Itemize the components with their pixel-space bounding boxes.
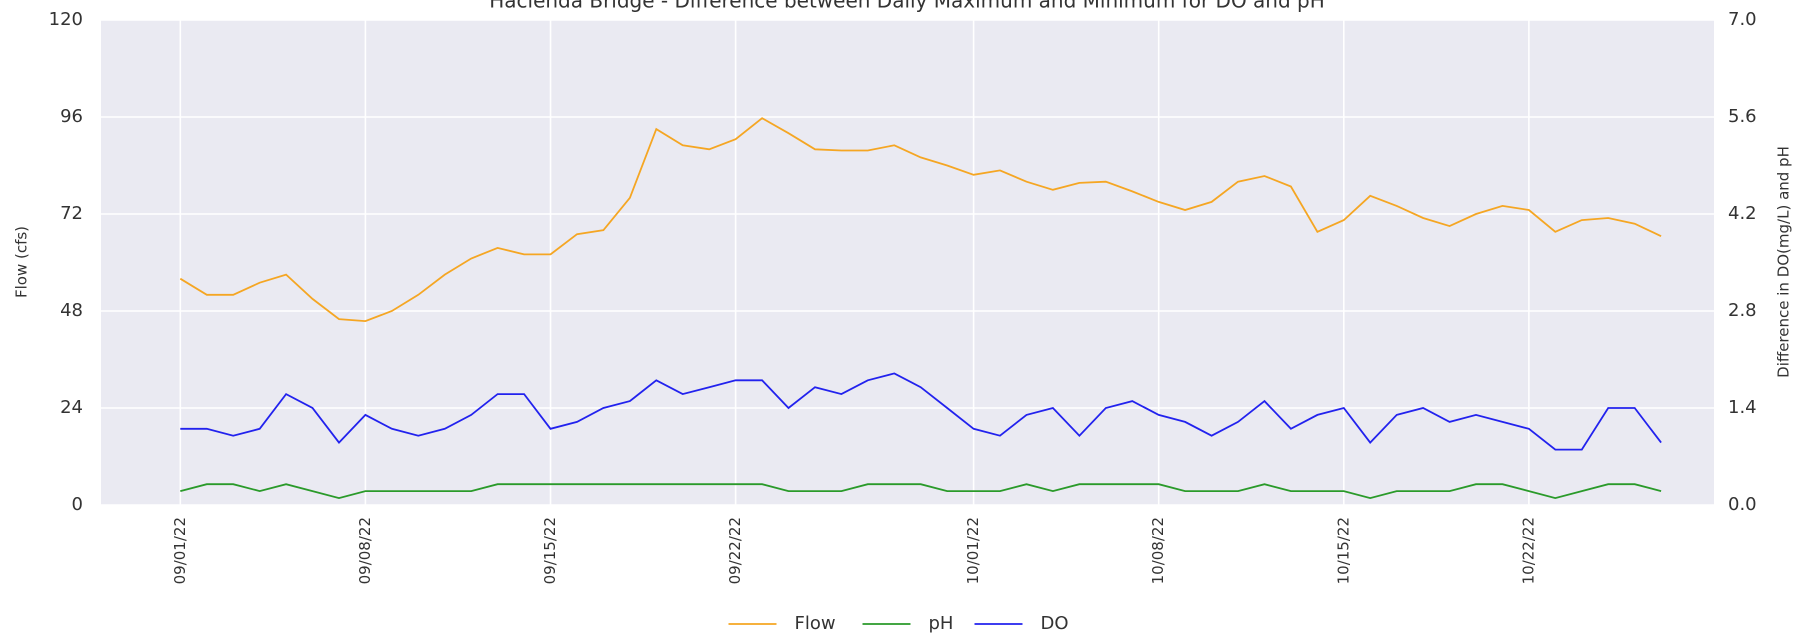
y2-tick-label: 5.6 [1728, 106, 1757, 127]
x-tick-label: 10/22/22 [1519, 517, 1537, 584]
data-line [179, 117, 1662, 323]
y-axis-label: Flow (cfs) [13, 226, 31, 298]
chart-title: Hacienda Bridge - Difference between Dai… [489, 0, 1325, 13]
y-tick-label: 120 [49, 9, 83, 30]
legend-label: pH [929, 613, 954, 634]
y2-axis-label: Difference in DO(mg/L) and pH [1775, 146, 1793, 378]
data-line [180, 483, 1662, 500]
x-tick-label: 09/08/22 [356, 517, 374, 584]
y-tick-label: 0 [72, 494, 83, 515]
y2-tick-label: 1.4 [1728, 397, 1757, 418]
y-tick-label: 72 [60, 203, 83, 224]
x-tick-label: 09/22/22 [726, 517, 744, 584]
y-tick-label: 24 [60, 397, 83, 418]
y2-tick-label: 7.0 [1728, 9, 1757, 30]
y2-tick-label: 2.8 [1728, 300, 1757, 321]
legend-label: Flow [795, 613, 836, 634]
y2-tick-label: 0.0 [1728, 494, 1757, 515]
y2-tick-label: 4.2 [1728, 203, 1757, 224]
x-tick-label: 10/08/22 [1149, 517, 1167, 584]
y-tick-label: 48 [60, 300, 83, 321]
x-tick-label: 09/15/22 [541, 517, 559, 584]
y-tick-label: 96 [60, 106, 83, 127]
x-tick-label: 10/15/22 [1334, 517, 1352, 584]
data-line [180, 372, 1662, 451]
x-tick-label: 09/01/22 [171, 517, 189, 584]
x-tick-label: 10/01/22 [964, 517, 982, 584]
legend-label: DO [1041, 613, 1069, 634]
plot-area [101, 20, 1714, 505]
